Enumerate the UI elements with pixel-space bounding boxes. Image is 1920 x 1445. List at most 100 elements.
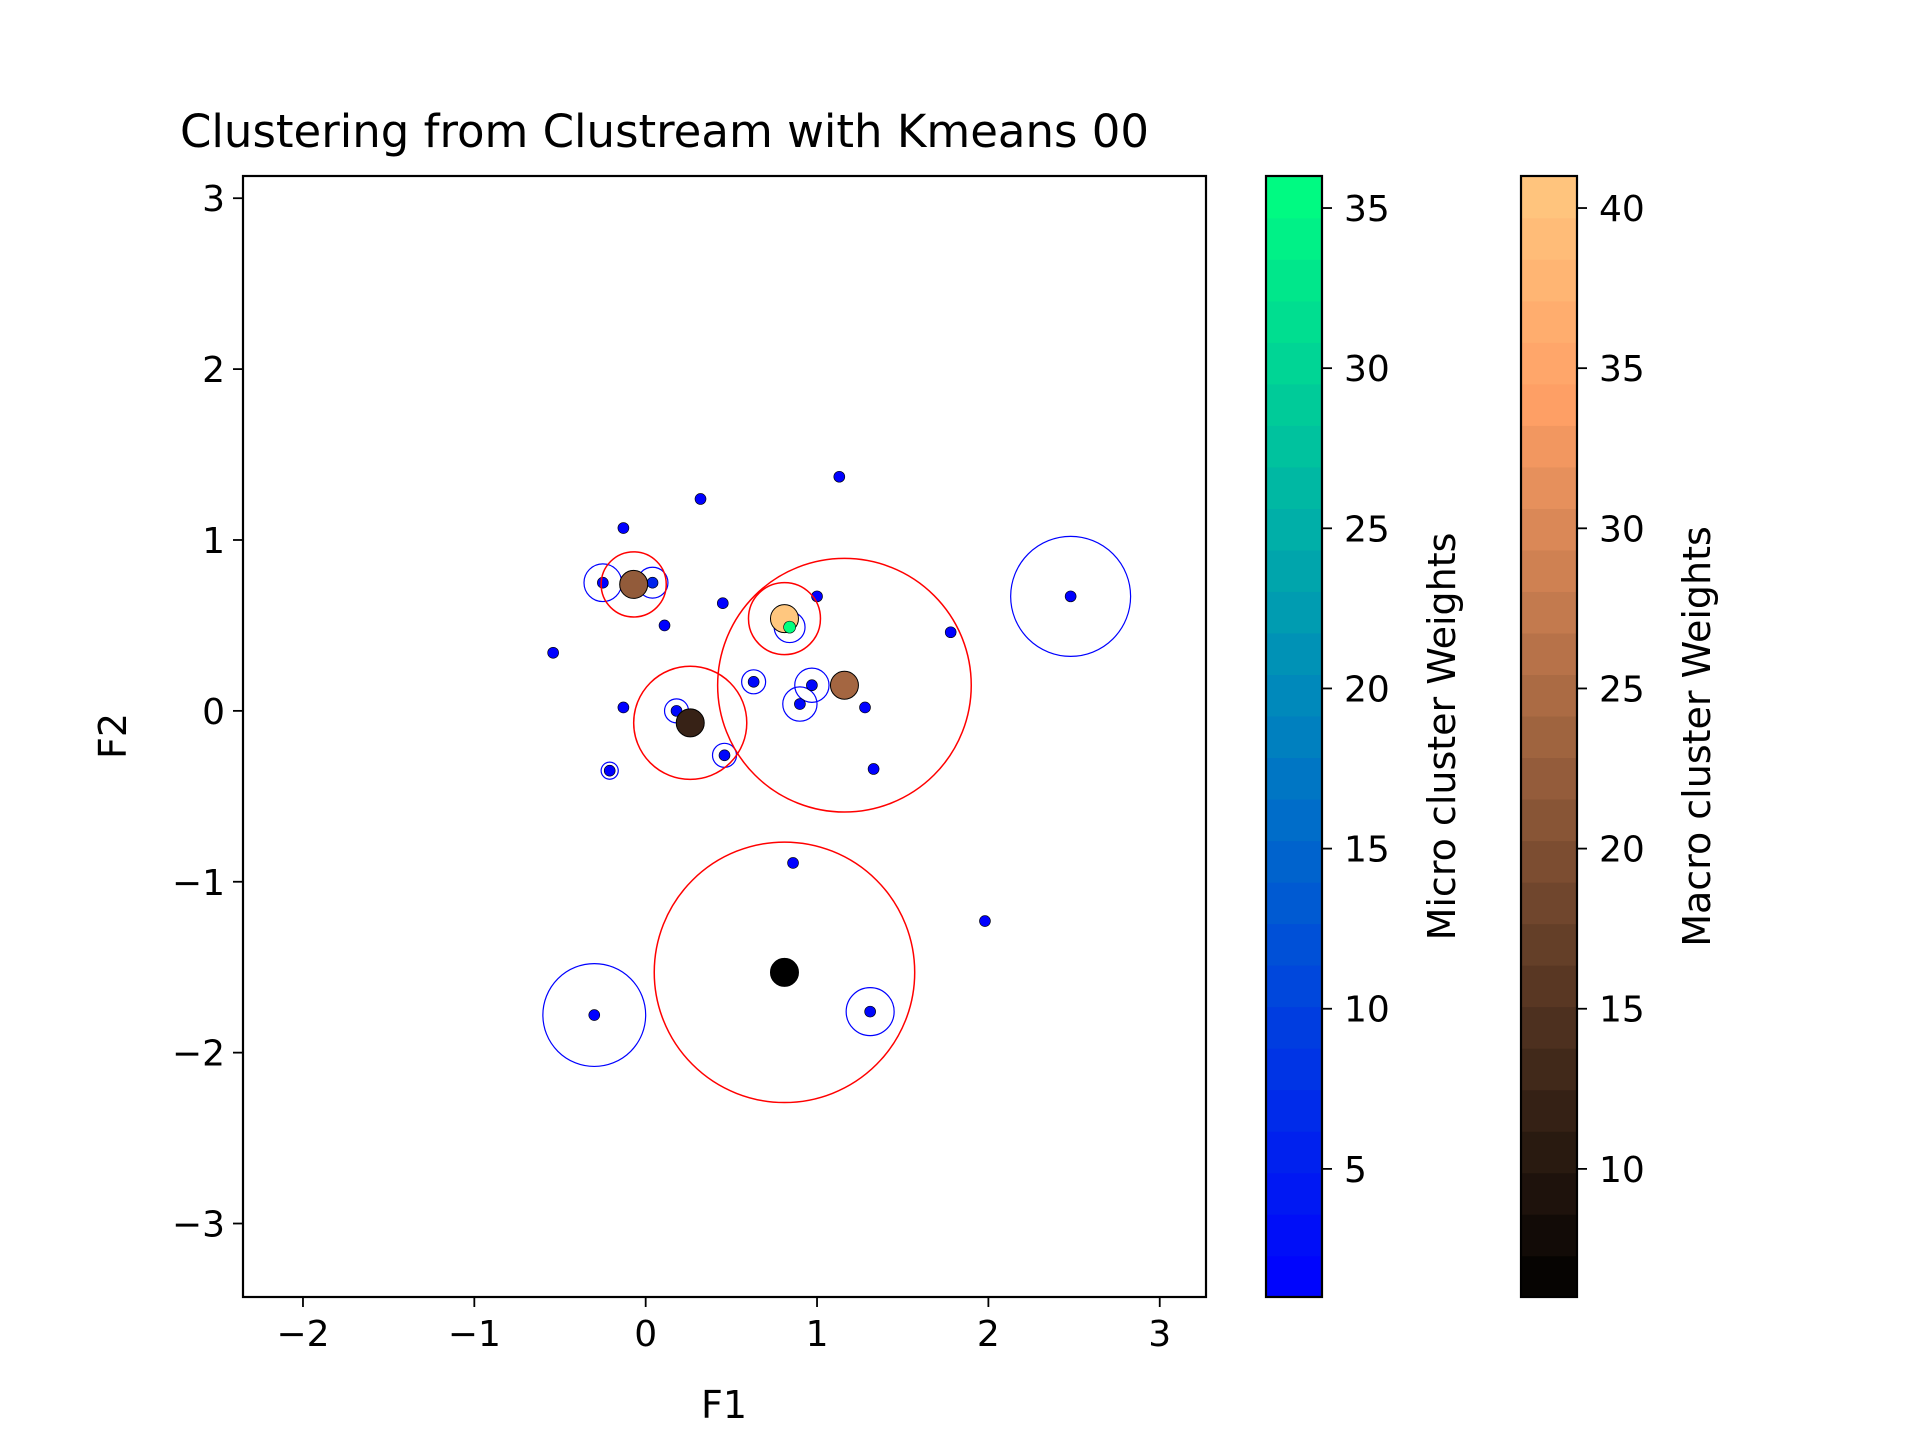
- x-tick-label: 2: [977, 1314, 1000, 1355]
- colorbar-tick-label: 30: [1599, 509, 1645, 550]
- colorbar-tick-label: 5: [1344, 1150, 1367, 1191]
- colorbar-swatch: [1521, 1172, 1577, 1215]
- colorbar-tick-label: 35: [1344, 189, 1390, 230]
- colorbar-tick-label: 40: [1599, 189, 1645, 230]
- micro-cluster-point: [747, 676, 760, 688]
- macro-cluster-point: [619, 569, 649, 599]
- macro-cluster-point: [829, 670, 859, 700]
- micro-cluster-point: [617, 701, 630, 714]
- colorbar-swatch: [1266, 176, 1322, 219]
- colorbar-swatch: [1521, 176, 1577, 219]
- chart-title: Clustering from Clustream with Kmeans 00: [180, 105, 1149, 158]
- colorbar-swatch: [1521, 840, 1577, 883]
- plot-frame: [241, 174, 1208, 1299]
- colorbar-swatch: [1266, 964, 1322, 1008]
- macro-cluster-ring: [747, 581, 822, 656]
- macro-cluster-ring: [716, 557, 972, 813]
- y-tick-label: 1: [202, 521, 225, 562]
- micro-cluster-points: [547, 470, 1077, 1021]
- macro-cluster-points: [619, 569, 859, 987]
- y-axis: −3 −2 −1 0 1 2 3: [172, 179, 243, 1246]
- micro-cluster-point: [646, 576, 659, 589]
- colorbar-swatch: [1266, 425, 1322, 468]
- macro-cluster-ring: [632, 665, 748, 781]
- colorbar-swatch: [1521, 1006, 1577, 1049]
- macro-cluster-ring: [653, 841, 916, 1104]
- y-tick-label: 0: [202, 692, 225, 733]
- colorbar-swatch: [1266, 549, 1322, 592]
- colorbar-swatch: [1521, 1089, 1577, 1132]
- micro-cluster-point: [658, 619, 671, 632]
- micro-cluster-point: [597, 576, 609, 589]
- colorbar-swatch: [1521, 591, 1577, 634]
- micro-cluster-ring: [600, 761, 619, 780]
- micro-cluster-point: [979, 915, 991, 927]
- colorbar-swatch: [1521, 508, 1577, 551]
- colorbar-swatch: [1521, 632, 1577, 676]
- colorbar-swatch: [1266, 923, 1322, 966]
- colorbar-swatch: [1266, 591, 1322, 634]
- micro-cluster-ring: [1010, 535, 1132, 657]
- colorbar-swatch: [1266, 757, 1322, 800]
- colorbar-swatch: [1266, 259, 1322, 302]
- colorbar-swatch: [1266, 1047, 1322, 1091]
- colorbar-swatch: [1521, 881, 1577, 925]
- colorbar-swatch: [1266, 632, 1322, 676]
- x-tick-label: 3: [1148, 1314, 1171, 1355]
- colorbar-swatch: [1521, 923, 1577, 966]
- colorbar-label: Macro cluster Weights: [1675, 526, 1719, 947]
- x-tick-label: −2: [276, 1314, 329, 1355]
- colorbar-tick-label: 20: [1599, 830, 1645, 871]
- colorbar-swatch: [1521, 259, 1577, 302]
- micro-cluster-point: [1064, 590, 1077, 603]
- colorbar-tick-label: 10: [1599, 1150, 1645, 1191]
- y-tick-label: −2: [172, 1034, 225, 1075]
- macro-colorbar: 10 15 20 25 30 35 40 Macro cluster Weights: [1519, 174, 1719, 1299]
- y-tick-label: −3: [172, 1205, 225, 1246]
- colorbar-tick-label: 10: [1344, 990, 1390, 1031]
- colorbar-swatch: [1266, 840, 1322, 883]
- micro-cluster-point: [718, 749, 731, 762]
- micro-cluster-point: [864, 1005, 876, 1018]
- macro-cluster-point: [769, 957, 799, 987]
- colorbar-swatch: [1521, 425, 1577, 468]
- colorbar-tick-label: 35: [1599, 349, 1645, 390]
- micro-cluster-point: [794, 698, 806, 710]
- x-tick-label: −1: [448, 1314, 501, 1355]
- colorbar-swatch: [1521, 549, 1577, 592]
- micro-cluster-point: [694, 493, 707, 505]
- x-tick-label: 1: [806, 1314, 829, 1355]
- micro-colorbar: 5 10 15 20 25 30 35 Micro cluster Weights: [1264, 174, 1464, 1299]
- colorbar-swatch: [1521, 1255, 1577, 1298]
- colorbar-swatch: [1521, 217, 1577, 260]
- micro-cluster-ring: [794, 667, 830, 703]
- colorbar-swatch: [1266, 1006, 1322, 1049]
- colorbar-swatch: [1521, 798, 1577, 842]
- colorbar-swatch: [1521, 383, 1577, 426]
- colorbar-swatch: [1521, 1130, 1577, 1174]
- colorbar-swatch: [1521, 1047, 1577, 1091]
- macro-cluster-rings: [600, 551, 972, 1104]
- micro-cluster-point: [716, 597, 729, 610]
- micro-cluster-point: [867, 763, 880, 775]
- colorbar-swatch: [1266, 342, 1322, 385]
- colorbar-swatch: [1266, 466, 1322, 509]
- micro-cluster-ring: [542, 963, 647, 1068]
- colorbar-swatch: [1521, 300, 1577, 343]
- y-tick-label: 2: [202, 350, 225, 391]
- colorbar-tick-label: 15: [1344, 830, 1390, 871]
- colorbar-swatch: [1521, 715, 1577, 759]
- colorbar-swatch: [1266, 383, 1322, 426]
- micro-cluster-point: [617, 522, 630, 534]
- colorbar-tick-label: 30: [1344, 349, 1390, 390]
- y-tick-label: 3: [202, 179, 225, 220]
- micro-cluster-point: [588, 1009, 601, 1021]
- colorbar-swatch: [1266, 300, 1322, 343]
- x-tick-label: 0: [634, 1314, 657, 1355]
- colorbar-swatch: [1266, 1255, 1322, 1298]
- micro-cluster-ring: [845, 987, 895, 1037]
- x-axis-label: F1: [701, 1383, 747, 1427]
- colorbar-swatch: [1266, 1213, 1322, 1257]
- macro-cluster-ring: [600, 551, 667, 618]
